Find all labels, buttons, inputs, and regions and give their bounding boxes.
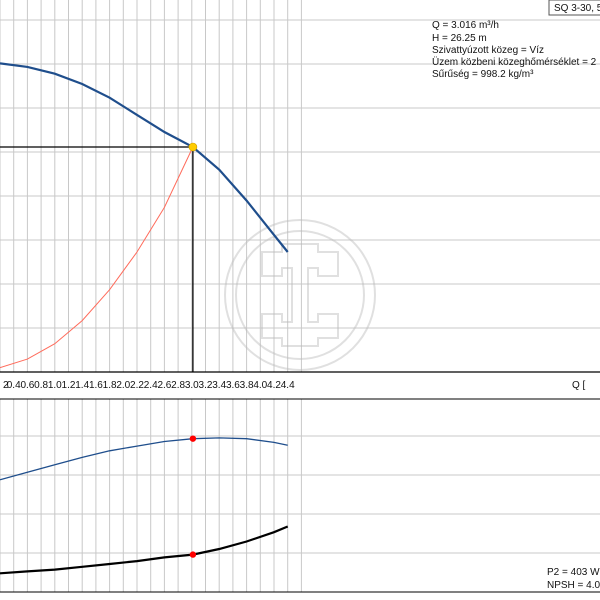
- x-tick-label: 0.4: [7, 380, 21, 391]
- x-tick-label: 1.6: [89, 380, 103, 391]
- x-tick-label: 2.4: [144, 380, 158, 391]
- x-tick-label: 4.4: [281, 380, 295, 391]
- x-axis-label: Q [: [572, 380, 586, 391]
- operating-point-marker: [189, 551, 197, 558]
- x-tick-label: 2: [3, 380, 9, 391]
- bottom-chart-grid: [0, 399, 600, 593]
- footer-info-npsh: NPSH = 4.0: [547, 580, 600, 591]
- info-line-density: Sűrűség = 998.2 kg/m³: [432, 69, 534, 80]
- power-curve-line: [0, 525, 289, 575]
- x-tick-label: 4.0: [253, 380, 267, 391]
- info-line-q: Q = 3.016 m³/h: [432, 20, 499, 31]
- info-line-h: H = 26.25 m: [432, 33, 487, 44]
- x-axis-ticks: 20.4 0.6 0.8 1.0 1.2 1.4 1.6 1.8 2.0 2.2 2.4 2.6 2.8…: [3, 380, 295, 391]
- x-tick-label: 3.0: [185, 380, 199, 391]
- x-tick-label: 4.2: [267, 380, 281, 391]
- title-box: [548, 0, 600, 16]
- info-line-medium: Szivattyúzott közeg = Víz: [432, 45, 544, 56]
- x-tick-label: 0.8: [34, 380, 48, 391]
- duty-point-marker: [188, 142, 198, 152]
- operating-point-marker: [189, 435, 197, 442]
- top-chart-marks: [0, 62, 289, 372]
- x-tick-label: 2.6: [157, 380, 171, 391]
- x-tick-label: 1.0: [48, 380, 62, 391]
- efficiency-curve-line: [0, 437, 288, 481]
- x-tick-label: 1.2: [62, 380, 76, 391]
- title-box-text: SQ 3-30, 5: [554, 3, 600, 14]
- system-curve-line: [0, 146, 194, 369]
- logo-watermark: [224, 219, 376, 371]
- x-tick-label: 1.8: [103, 380, 117, 391]
- info-line-temperature: Üzem közbeni közeghőmérséklet = 2: [432, 56, 597, 68]
- x-tick-label: 1.4: [75, 380, 89, 391]
- x-tick-label: 2.0: [116, 380, 130, 391]
- x-tick-label: 0.6: [20, 380, 34, 391]
- x-tick-label: 3.8: [240, 380, 254, 391]
- x-tick-label: 2.2: [130, 380, 144, 391]
- info-panel: SQ 3-30, 5 Q = 3.016 m³/h H = 26.25 m Sz…: [432, 0, 600, 80]
- bottom-chart-marks: [0, 435, 289, 575]
- x-tick-label: 3.6: [226, 380, 240, 391]
- x-tick-label: 3.4: [212, 380, 226, 391]
- footer-info-p2: P2 = 403 W: [547, 567, 600, 578]
- x-tick-label: 2.8: [171, 380, 185, 391]
- x-tick-label: 3.2: [199, 380, 213, 391]
- head-curve-line: [0, 62, 289, 253]
